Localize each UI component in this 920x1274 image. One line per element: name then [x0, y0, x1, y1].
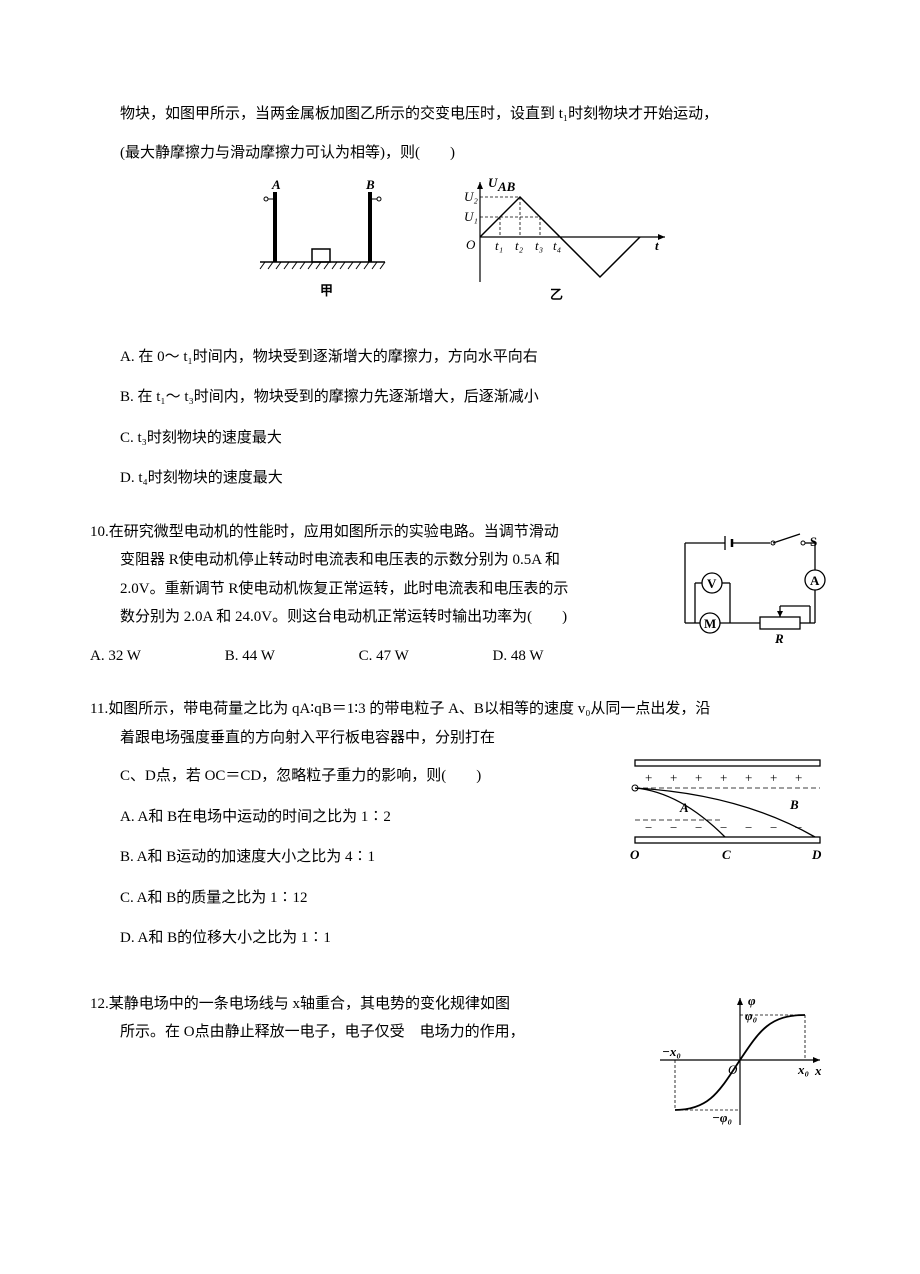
svg-text:t₃: t₃: [535, 238, 543, 253]
q10-option-D: D. 48 W: [493, 642, 544, 671]
q10-option-A: A. 32 W: [90, 642, 141, 671]
svg-text:M: M: [704, 616, 716, 631]
q11-text-l2: 着跟电场强度垂直的方向射入平行板电容器中，分别打在: [120, 724, 830, 753]
question-11: 11.如图所示，带电荷量之比为 qA∶qB＝1∶3 的带电粒子 A、B以相等的速…: [90, 695, 830, 965]
svg-text:−: −: [670, 820, 677, 835]
svg-text:t: t: [655, 238, 659, 253]
q9-option-C: C. t₃时刻物块的速度最大: [120, 424, 830, 453]
svg-text:−φ₀: −φ₀: [712, 1110, 732, 1125]
svg-text:B: B: [789, 797, 799, 812]
svg-text:x: x: [814, 1063, 822, 1078]
svg-text:φ₀: φ₀: [745, 1008, 757, 1023]
question-9-continued: 物块，如图甲所示，当两金属板加图乙所示的交变电压时，设直到 t₁时刻物块才开始运…: [90, 100, 830, 493]
potential-curve-figure: φ x O φ₀ −φ₀ x₀ −x₀: [650, 990, 830, 1141]
svg-text:−: −: [745, 820, 752, 835]
svg-text:t₄: t₄: [553, 238, 562, 253]
svg-text:AB: AB: [497, 179, 516, 194]
svg-text:t₂: t₂: [515, 238, 524, 253]
svg-text:−: −: [695, 820, 702, 835]
svg-text:+: +: [670, 770, 677, 785]
q9-intro-line1: 物块，如图甲所示，当两金属板加图乙所示的交变电压时，设直到 t₁时刻物块才开始运…: [120, 100, 830, 129]
q10-option-C: C. 47 W: [359, 642, 409, 671]
question-10: S A R M: [90, 518, 830, 671]
q11-option-D: D. A和 B的位移大小之比为 1∶1: [120, 924, 830, 953]
svg-text:U: U: [488, 177, 498, 190]
svg-text:+: +: [770, 770, 777, 785]
svg-text:C: C: [722, 847, 731, 862]
figure-yi: U AB U₂ U₁ O t₁ t₂ t₃ t₄ t: [460, 177, 680, 318]
svg-text:U₂: U₂: [464, 189, 478, 204]
svg-text:φ: φ: [748, 993, 756, 1008]
plate-B-label: B: [365, 177, 375, 192]
svg-text:O: O: [630, 847, 640, 862]
q12-num: 12.: [90, 990, 109, 1019]
q12-text-l1: 某静电场中的一条电场线与 x轴重合，其电势的变化规律如图: [109, 996, 510, 1012]
svg-text:x₀: x₀: [797, 1062, 809, 1077]
svg-text:R: R: [774, 631, 784, 646]
figure-jia-caption: 甲: [320, 283, 333, 298]
figure-yi-caption: 乙: [550, 287, 563, 302]
circuit-figure: S A R M: [660, 528, 830, 669]
svg-text:t₁: t₁: [495, 238, 503, 253]
q11-num: 11.: [90, 695, 108, 724]
svg-text:−x₀: −x₀: [662, 1044, 681, 1059]
capacitor-trajectory-figure: +++ ++++ −−− −−−− A B O C D: [620, 752, 830, 883]
voltage-graph: U AB U₂ U₁ O t₁ t₂ t₃ t₄ t: [460, 177, 680, 307]
svg-text:S: S: [810, 534, 817, 549]
svg-text:+: +: [645, 770, 652, 785]
capacitor-diagram: A B: [240, 177, 400, 307]
svg-text:+: +: [745, 770, 752, 785]
q9-options: A. 在 0～ t₁时间内，物块受到逐渐增大的摩擦力，方向水平向右 B. 在 t…: [120, 343, 830, 493]
svg-text:O: O: [466, 237, 476, 252]
q9-option-A: A. 在 0～ t₁时间内，物块受到逐渐增大的摩擦力，方向水平向右: [120, 343, 830, 372]
circuit-diagram: S A R M: [660, 528, 830, 658]
q9-intro-line2: (最大静摩擦力与滑动摩擦力可认为相等)，则( ): [120, 139, 830, 168]
svg-text:A: A: [679, 800, 689, 815]
q9-option-B: B. 在 t₁～ t₃时间内，物块受到的摩擦力先逐渐增大，后逐渐减小: [120, 383, 830, 412]
svg-text:−: −: [645, 820, 652, 835]
svg-text:+: +: [695, 770, 702, 785]
phi-x-graph: φ x O φ₀ −φ₀ x₀ −x₀: [650, 990, 830, 1130]
svg-text:U₁: U₁: [464, 209, 478, 224]
svg-text:+: +: [720, 770, 727, 785]
q10-num: 10.: [90, 518, 109, 547]
q9-option-D: D. t₄时刻物块的速度最大: [120, 464, 830, 493]
figure-jia: A B: [240, 177, 400, 318]
svg-text:V: V: [707, 576, 717, 591]
q9-figures: A B: [90, 177, 830, 318]
parabola-diagram: +++ ++++ −−− −−−− A B O C D: [620, 752, 830, 872]
svg-text:−: −: [770, 820, 777, 835]
q11-text-l1: 如图所示，带电荷量之比为 qA∶qB＝1∶3 的带电粒子 A、B以相等的速度 v…: [108, 701, 710, 717]
question-12: φ x O φ₀ −φ₀ x₀ −x₀ 12.某静电场中的一条电场线与 x轴重合…: [90, 990, 830, 1141]
plate-A-label: A: [271, 177, 281, 192]
svg-text:D: D: [811, 847, 822, 862]
q11-option-C: C. A和 B的质量之比为 1∶12: [120, 884, 830, 913]
svg-text:A: A: [810, 573, 820, 588]
q10-option-B: B. 44 W: [225, 642, 275, 671]
q10-text-l1: 在研究微型电动机的性能时，应用如图所示的实验电路。当调节滑动: [109, 524, 559, 540]
svg-text:+: +: [795, 770, 802, 785]
